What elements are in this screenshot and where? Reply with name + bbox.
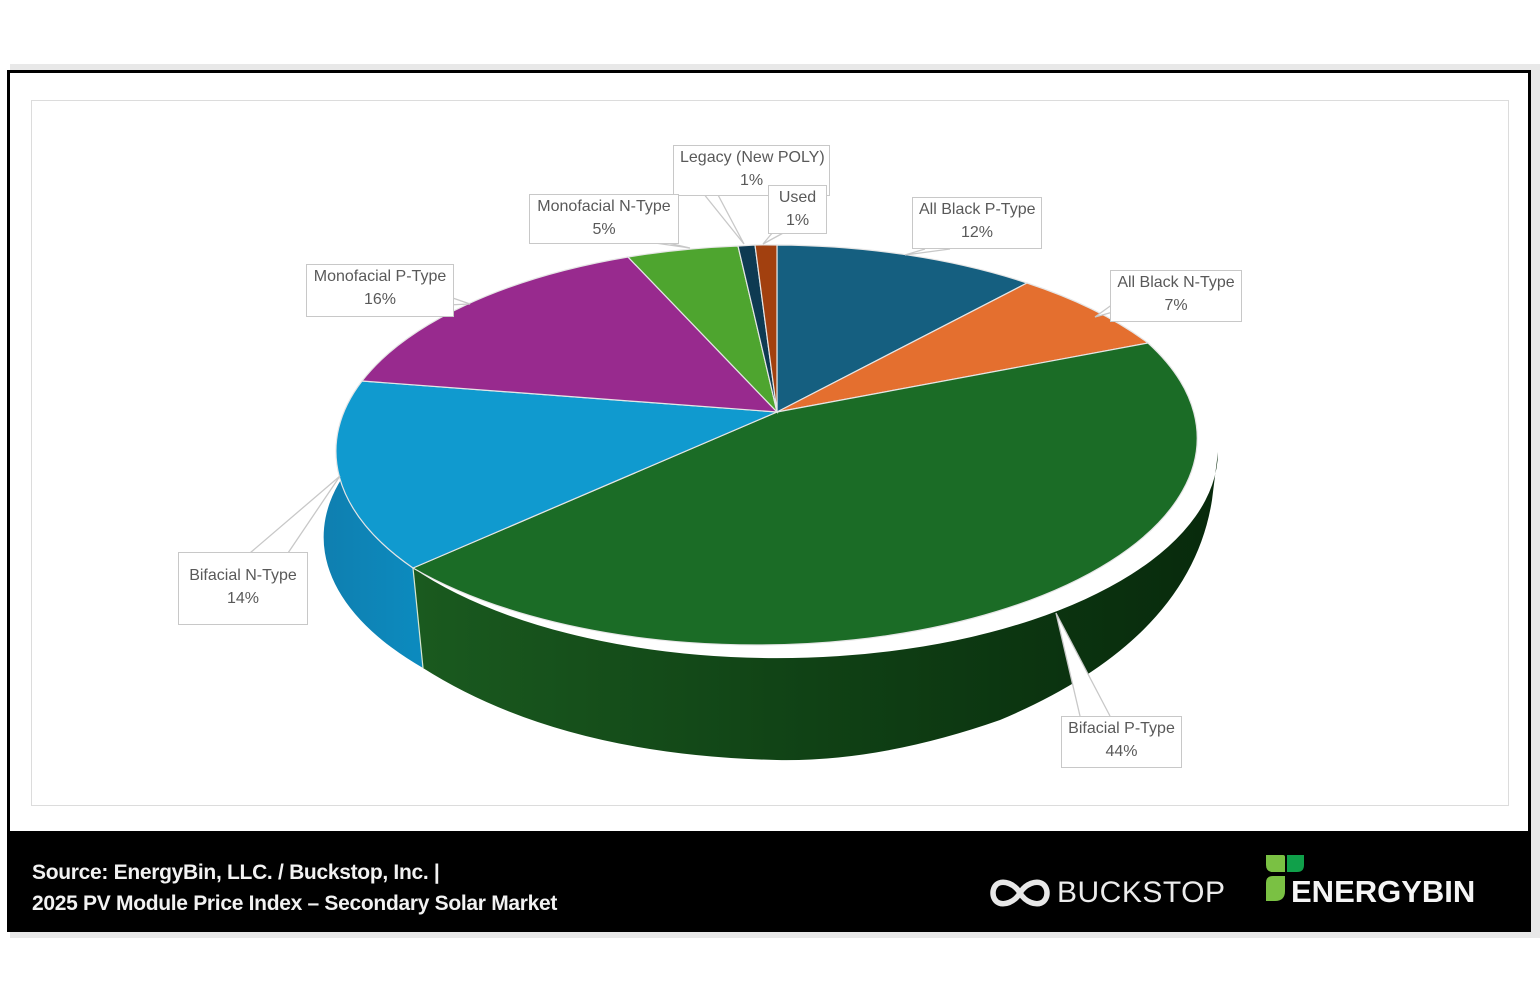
callout-pointers: [249, 192, 1114, 717]
slice-all-black-n-type[interactable]: [776, 282, 1150, 413]
slice-monofacial-p-type[interactable]: [360, 256, 779, 413]
label-value: 5%: [592, 221, 616, 238]
label-name: Used: [778, 189, 817, 206]
label-value: 16%: [363, 291, 397, 308]
label-name: Monofacial P-Type: [313, 268, 447, 285]
slice-side-bifacial-n-type: [323, 452, 423, 668]
label-value: 1%: [739, 172, 764, 189]
label-name: Monofacial N-Type: [537, 198, 671, 215]
energybin-wordmark: ENERGYBIN: [1291, 874, 1476, 909]
footer-bar: Source: EnergyBin, LLC. / Buckstop, Inc.…: [7, 831, 1531, 932]
label-name: Legacy (New POLY): [680, 149, 825, 166]
label-value: 44%: [1105, 743, 1138, 760]
label-bifacial-n-type: Bifacial N-Type 14%: [178, 552, 308, 625]
label-name: Bifacial N-Type: [189, 567, 297, 584]
slice-used[interactable]: [754, 244, 778, 413]
label-used: Used 1%: [768, 185, 827, 234]
label-name: Bifacial P-Type: [1068, 720, 1175, 737]
label-all-black-n-type: All Black N-Type 7%: [1110, 270, 1242, 322]
label-monofacial-p-type: Monofacial P-Type 16%: [306, 264, 454, 317]
label-value: 7%: [1164, 297, 1188, 314]
label-value: 12%: [960, 224, 994, 241]
label-monofacial-n-type: Monofacial N-Type 5%: [529, 194, 679, 244]
buckstop-wordmark: BUCKSTOP: [1057, 876, 1226, 909]
slice-side-bifacial-p-type[interactable]: [413, 452, 1218, 761]
label-name: All Black N-Type: [1117, 274, 1235, 291]
source-line-1: Source: EnergyBin, LLC. / Buckstop, Inc.…: [32, 861, 440, 884]
infinity-icon: [990, 879, 1050, 907]
label-name: All Black P-Type: [919, 201, 1036, 218]
leaf-icon: [1266, 855, 1304, 901]
label-value: 14%: [226, 590, 260, 607]
source-line-2: 2025 PV Module Price Index – Secondary S…: [32, 892, 558, 915]
label-value: 1%: [785, 212, 810, 229]
label-bifacial-p-type: Bifacial P-Type 44%: [1061, 716, 1182, 768]
slice-bifacial-p-type[interactable]: [411, 342, 1198, 646]
label-all-black-p-type: All Black P-Type 12%: [912, 197, 1042, 249]
source-caption: Source: EnergyBin, LLC. / Buckstop, Inc.…: [32, 857, 557, 919]
buckstop-logo: BUCKSTOP: [987, 875, 1226, 911]
